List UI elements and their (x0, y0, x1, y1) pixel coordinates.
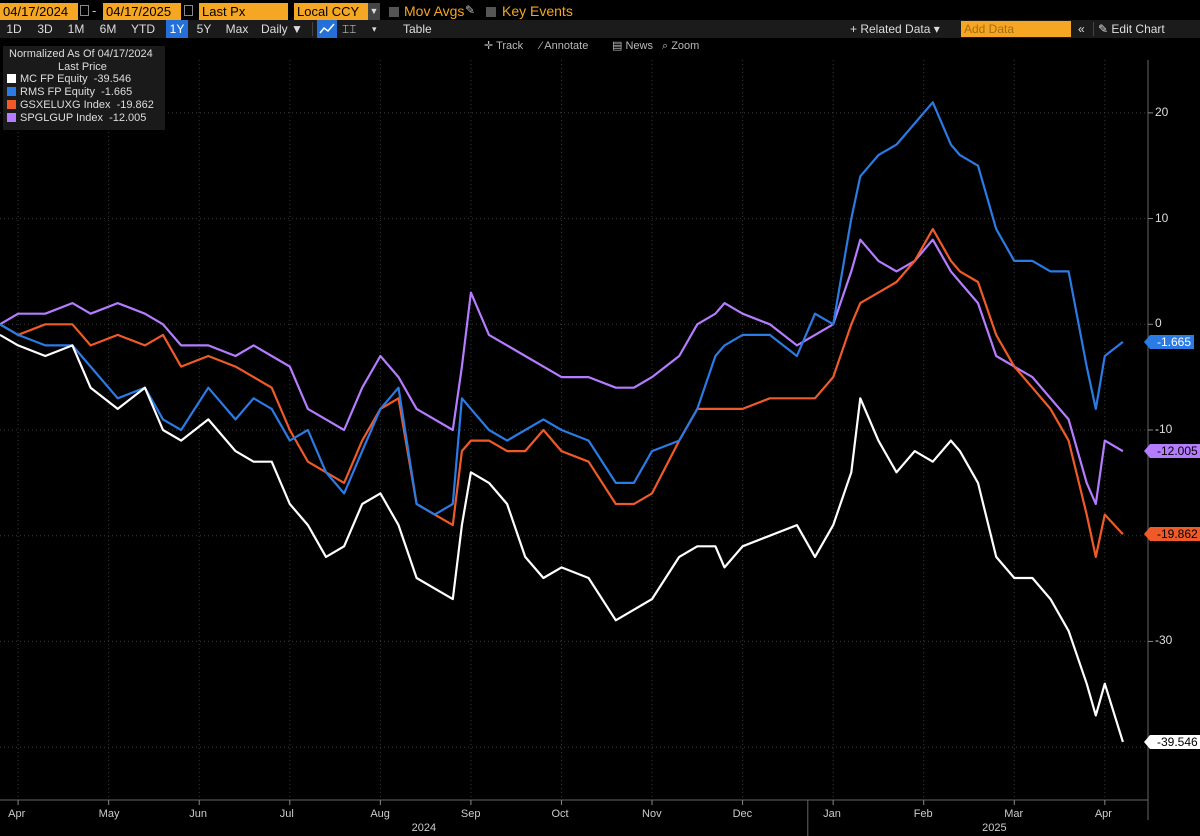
legend-item-gsx[interactable]: GSXELUXG Index -19.862 (7, 99, 154, 112)
x-tick-label: Mar (1004, 808, 1024, 820)
zoom-tool[interactable]: ⌕ Zoom (662, 40, 700, 52)
legend-item-spg[interactable]: SPGLGUP Index -12.005 (7, 112, 146, 125)
x-tick-label: Jun (189, 808, 207, 820)
add-data-input[interactable]: Add Data (961, 21, 1071, 37)
collapse-icon[interactable]: « (1078, 22, 1085, 36)
x-tick-label: Oct (551, 808, 569, 820)
y-tick-label: 0 (1155, 316, 1162, 331)
news-tool[interactable]: ▤ News (612, 40, 653, 52)
period-1y[interactable]: 1Y (166, 20, 188, 38)
key-events-label[interactable]: Key Events (502, 3, 573, 19)
top-toolbar: 04/17/2024 - 04/17/2025 Last Px Local CC… (0, 0, 1200, 20)
edit-chart-button[interactable]: ✎ Edit Chart (1098, 22, 1165, 36)
x-tick-label: Jul (279, 808, 294, 820)
x-year-label: 2024 (411, 822, 437, 834)
period-6m[interactable]: 6M (99, 22, 117, 36)
legend-swatch (7, 113, 16, 122)
period-toolbar: 1D 3D 1M 6M YTD 1Y 5Y Max Daily ▼ ⌶⌶ ▾ Table + … (0, 20, 1200, 38)
x-tick-label: Sep (460, 808, 481, 820)
legend-swatch (7, 74, 16, 83)
calendar-icon[interactable] (184, 5, 193, 16)
price-field-select[interactable]: Last Px (199, 3, 288, 20)
line-chart-icon[interactable] (317, 20, 337, 38)
date-separator: - (92, 3, 97, 18)
period-3d[interactable]: 3D (37, 22, 53, 36)
legend-title: Normalized As Of 04/17/2024 (9, 48, 153, 60)
period-1m[interactable]: 1M (67, 22, 85, 36)
last-value-tag-rms: -1.665 (1143, 334, 1195, 349)
y-tick-label: 10 (1155, 210, 1169, 225)
period-max[interactable]: Max (225, 22, 249, 36)
series-line-rms (0, 101, 1124, 516)
track-tool[interactable]: ✛ Track (484, 40, 524, 52)
bar-style-icon[interactable]: ⌶⌶ (342, 22, 357, 36)
legend-label: SPGLGUP Index -12.005 (20, 112, 147, 124)
x-tick-label: Apr (1094, 808, 1112, 820)
last-value-tag-gsx: -19.862 (1144, 527, 1200, 542)
table-button[interactable]: Table (403, 22, 432, 36)
series-line-mc (0, 333, 1124, 743)
end-date-field[interactable]: 04/17/2025 (103, 3, 181, 20)
x-tick-label: Feb (913, 808, 933, 820)
start-date-field[interactable]: 04/17/2024 (0, 3, 78, 20)
legend-item-rms[interactable]: RMS FP Equity -1.665 (7, 86, 132, 99)
legend-label: GSXELUXG Index -19.862 (20, 99, 154, 111)
y-tick-label: 20 (1155, 104, 1169, 119)
calendar-icon[interactable] (80, 5, 89, 16)
period-1d[interactable]: 1D (6, 22, 22, 36)
x-year-label: 2025 (982, 822, 1007, 834)
x-tick-label: May (98, 808, 120, 820)
annotate-tool[interactable]: ⁄ Annotate (540, 40, 589, 52)
last-value-tag-mc: -39.546 (1144, 734, 1200, 749)
series-line-gsx (0, 228, 1124, 559)
chevron-down-icon[interactable]: ▼ (368, 3, 380, 20)
chevron-down-icon[interactable]: ▾ (372, 24, 377, 34)
legend-label: MC FP Equity -39.546 (20, 73, 132, 85)
currency-select[interactable]: Local CCY (294, 3, 368, 20)
series-line-spg (0, 238, 1124, 506)
x-tick-label: Dec (732, 808, 753, 820)
legend-subtitle: Last Price (58, 61, 107, 73)
divider (312, 22, 313, 36)
chart-legend: Normalized As Of 04/17/2024 Last Price M… (3, 46, 165, 130)
last-value-tag-spg: -12.005 (1144, 444, 1200, 459)
period-ytd[interactable]: YTD (131, 22, 155, 36)
frequency-select[interactable]: Daily ▼ (261, 22, 303, 36)
chart-tools: ✛ Track ⁄ Annotate ▤ News ⌕ Zoom (0, 38, 1200, 54)
y-tick-label: -30 (1155, 633, 1173, 648)
divider (1093, 22, 1094, 36)
key-events-checkbox[interactable] (486, 7, 496, 17)
mov-avgs-label[interactable]: Mov Avgs (404, 3, 465, 19)
mov-avgs-checkbox[interactable] (389, 7, 399, 17)
x-tick-label: Nov (642, 808, 662, 820)
pencil-icon[interactable]: ✎ (465, 3, 476, 17)
x-tick-label: Aug (370, 808, 390, 820)
legend-item-mc[interactable]: MC FP Equity -39.546 (7, 73, 131, 86)
legend-swatch (7, 100, 16, 109)
y-tick-label: -10 (1155, 422, 1173, 436)
legend-label: RMS FP Equity -1.665 (20, 86, 133, 98)
period-5y[interactable]: 5Y (196, 22, 212, 36)
related-data-button[interactable]: + Related Data ▾ (850, 22, 940, 36)
x-tick-label: Apr (8, 808, 26, 820)
x-tick-label: Jan (823, 808, 841, 820)
legend-swatch (7, 87, 16, 96)
